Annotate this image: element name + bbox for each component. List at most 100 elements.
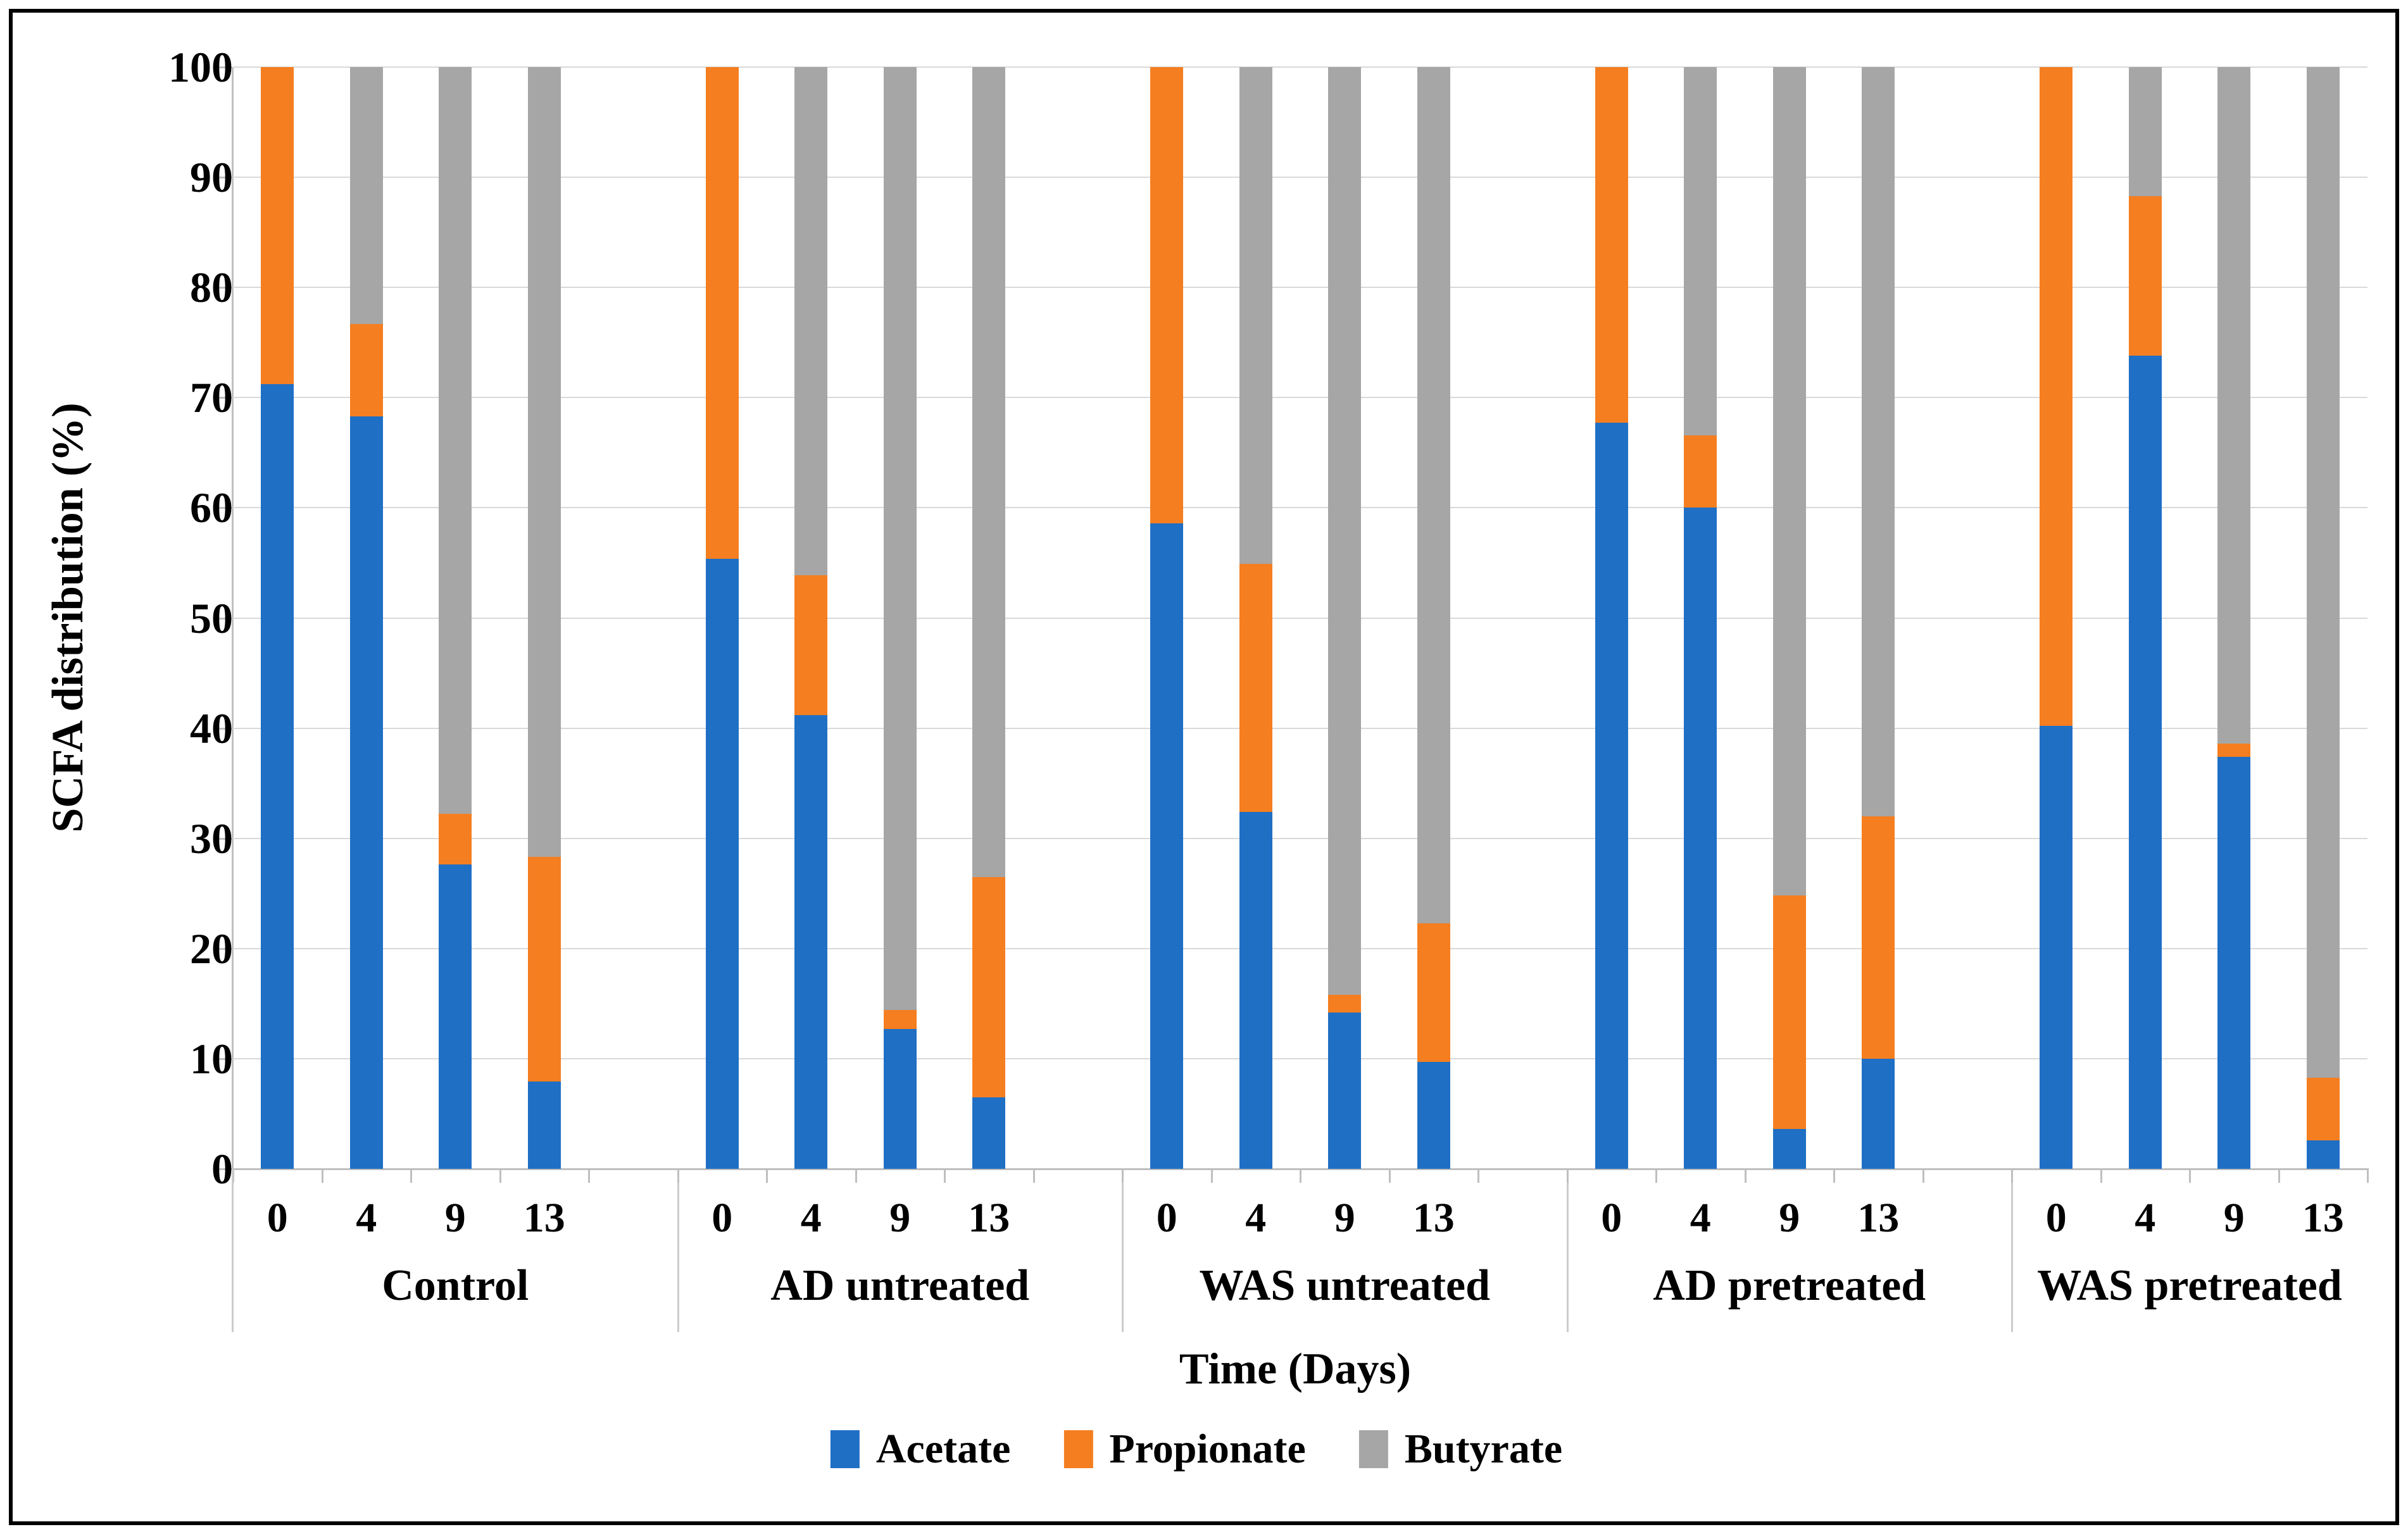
bar-control-day-4: [349, 67, 383, 1169]
bar-was-untreated-day-0: [1150, 67, 1184, 1169]
propionate-segment: [972, 876, 1006, 1097]
y-tick-label-70: 70: [190, 373, 233, 422]
day-label-ad-untreated-4: 4: [800, 1195, 822, 1241]
propionate-segment: [705, 67, 739, 559]
propionate-segment: [2040, 67, 2073, 726]
bar-was-pretreated-day-4: [2128, 67, 2162, 1169]
x-axis-tick: [1210, 1169, 1213, 1183]
acetate-segment: [261, 384, 294, 1169]
group-label-ad-untreated: AD untreated: [770, 1261, 1030, 1310]
y-tick-label-20: 20: [190, 924, 233, 973]
x-axis-tick: [1744, 1169, 1746, 1183]
legend-item-propionate: Propionate: [1063, 1426, 1306, 1472]
day-label-control-0: 0: [267, 1195, 288, 1241]
propionate-segment: [1150, 67, 1184, 523]
acetate-segment: [2040, 726, 2073, 1169]
acetate-segment: [972, 1097, 1006, 1169]
propionate-segment: [1417, 923, 1450, 1063]
y-tick-label-100: 100: [168, 43, 233, 91]
x-axis-tick: [321, 1169, 323, 1183]
acetate-segment: [2306, 1140, 2340, 1169]
day-label-ad-pretreated-9: 9: [1779, 1195, 1800, 1241]
propionate-segment: [1239, 564, 1272, 812]
day-label-ad-pretreated-0: 0: [1601, 1195, 1622, 1241]
acetate-segment: [705, 558, 739, 1169]
bar-was-pretreated-day-9: [2217, 67, 2251, 1169]
gridline-70: [233, 397, 2367, 399]
butyrate-segment: [2128, 67, 2162, 196]
acetate-segment: [349, 416, 383, 1169]
y-axis-tick-70: [218, 397, 232, 399]
butyrate-segment: [794, 67, 828, 575]
group-label-was-untreated: WAS untreated: [1199, 1261, 1491, 1310]
x-axis-tick: [588, 1169, 590, 1183]
legend: Acetate Propionate Butyrate: [830, 1426, 1562, 1472]
propionate-segment: [1772, 895, 1806, 1130]
bar-ad-pretreated-day-9: [1772, 67, 1806, 1169]
acetate-segment: [1239, 811, 1272, 1169]
butyrate-segment: [1684, 67, 1717, 435]
gridline-40: [233, 727, 2367, 729]
legend-item-acetate: Acetate: [830, 1426, 1011, 1472]
propionate-segment: [883, 1010, 917, 1029]
day-label-was-pretreated-0: 0: [2045, 1195, 2067, 1241]
propionate-segment: [1684, 435, 1717, 508]
bar-control-day-9: [439, 67, 472, 1169]
x-axis-tick: [766, 1169, 768, 1183]
y-axis-tick-80: [218, 287, 232, 289]
y-axis-tick-10: [218, 1057, 232, 1060]
bar-ad-untreated-day-4: [794, 67, 828, 1169]
day-label-ad-untreated-13: 13: [968, 1195, 1010, 1241]
acetate-segment: [1328, 1012, 1362, 1169]
x-axis-tick: [944, 1169, 946, 1183]
bar-control-day-0: [261, 67, 294, 1169]
gridline-50: [233, 617, 2367, 619]
x-axis-tick: [2189, 1169, 2191, 1183]
day-label-was-untreated-9: 9: [1334, 1195, 1355, 1241]
y-axis-title: SCFA distribution (%): [44, 402, 92, 833]
y-axis-tick-20: [218, 947, 232, 950]
day-label-ad-pretreated-13: 13: [1857, 1195, 1900, 1241]
acetate-segment: [883, 1028, 917, 1169]
bar-ad-untreated-day-13: [972, 67, 1006, 1169]
x-axis-tick: [677, 1169, 679, 1183]
butyrate-segment: [349, 67, 383, 324]
bar-ad-untreated-day-0: [705, 67, 739, 1169]
propionate-segment: [527, 857, 561, 1082]
legend-label-acetate: Acetate: [875, 1426, 1011, 1472]
y-tick-label-10: 10: [190, 1034, 233, 1083]
day-label-was-untreated-0: 0: [1156, 1195, 1177, 1241]
y-axis-tick-90: [218, 177, 232, 179]
butyrate-segment: [439, 67, 472, 814]
legend-item-butyrate: Butyrate: [1358, 1428, 1562, 1470]
butyrate-segment: [1772, 67, 1806, 896]
group-label-ad-pretreated: AD pretreated: [1653, 1261, 1926, 1310]
x-axis-tick: [499, 1169, 501, 1183]
acetate-segment: [439, 864, 472, 1169]
x-axis-tick: [2100, 1169, 2102, 1183]
x-axis-tick: [1655, 1169, 1657, 1183]
group-separator: [1122, 1169, 1124, 1332]
acetate-segment: [1684, 508, 1717, 1169]
y-tick-label-80: 80: [190, 263, 233, 312]
propionate-segment: [2306, 1077, 2340, 1140]
plot-area: [218, 66, 2369, 1170]
x-axis-tick: [1566, 1169, 1569, 1183]
propionate-segment: [349, 323, 383, 416]
x-axis-tick: [1922, 1169, 1924, 1183]
gridline-90: [233, 177, 2367, 178]
day-label-control-13: 13: [523, 1195, 565, 1241]
group-separator: [2011, 1169, 2013, 1332]
butyrate-segment: [1239, 67, 1272, 564]
bar-ad-untreated-day-9: [883, 67, 917, 1169]
bar-was-pretreated-day-0: [2040, 67, 2073, 1169]
day-label-was-untreated-4: 4: [1245, 1195, 1267, 1241]
butyrate-segment: [527, 67, 561, 857]
x-axis-tick: [1477, 1169, 1479, 1183]
butyrate-segment: [883, 67, 917, 1011]
bar-was-pretreated-day-13: [2306, 67, 2340, 1169]
legend-label-propionate: Propionate: [1109, 1426, 1306, 1472]
y-axis-tick-50: [218, 617, 232, 620]
day-label-was-pretreated-4: 4: [2135, 1195, 2156, 1241]
